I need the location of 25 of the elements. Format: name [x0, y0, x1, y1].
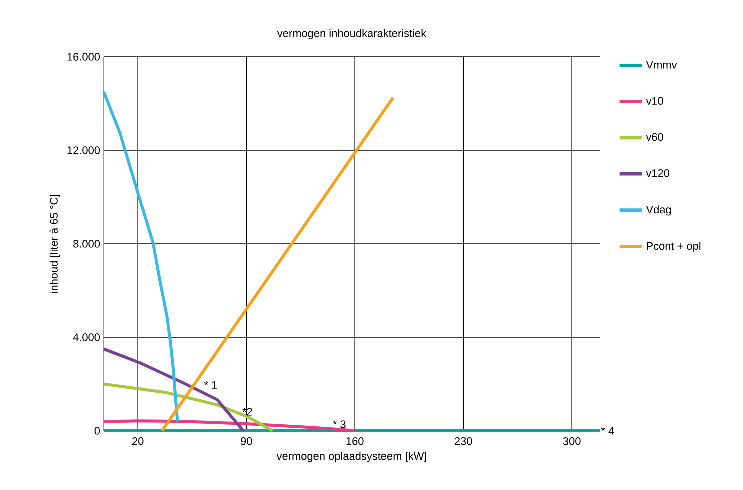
- line-series: [102, 420, 357, 432]
- x-tick-label: 160: [346, 438, 364, 446]
- y-tick-label: 4.000: [73, 334, 100, 342]
- annotation: * 3: [333, 420, 346, 428]
- x-tick-label: 90: [241, 438, 252, 446]
- legend-label: v10: [646, 97, 664, 105]
- y-tick-label: 0: [94, 427, 100, 435]
- x-tick-label: 20: [132, 438, 144, 446]
- y-tick-label: 12.000: [68, 146, 100, 154]
- chart-title: vermogen inhoudkarakteristiek: [277, 29, 427, 40]
- line-series: [102, 382, 274, 432]
- legend-label: Vdag: [646, 206, 672, 216]
- legend-label: v120: [646, 169, 670, 178]
- legend-label: Pcont + opl: [647, 242, 701, 252]
- legend-label: Vmmv: [646, 61, 678, 69]
- x-tick-label: 300: [563, 438, 581, 446]
- line-series: [102, 90, 180, 424]
- annotation: * 1: [204, 381, 218, 389]
- legend-label: v60: [646, 133, 664, 142]
- y-axis-title: inhoud [liter à 65 °C]: [50, 195, 60, 293]
- y-tick-label: 8.000: [74, 240, 100, 248]
- x-axis-title: vermogen oplaadsysteem [kW]: [276, 452, 426, 462]
- x-tick-label: 230: [455, 438, 472, 446]
- y-tick-label: 16.000: [68, 53, 100, 61]
- annotation: * 4: [601, 427, 614, 435]
